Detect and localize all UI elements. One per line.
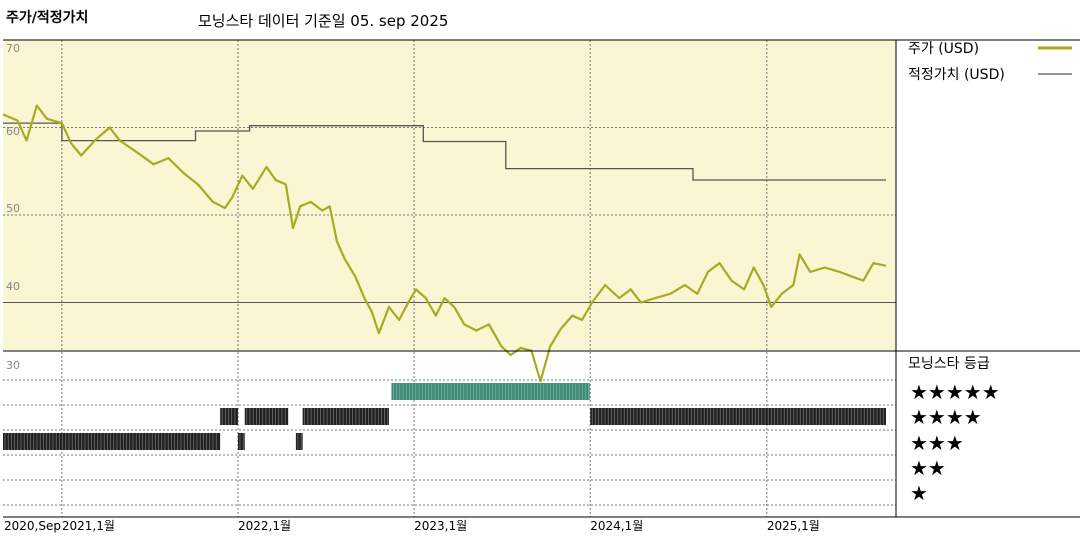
rating-bar <box>220 408 238 425</box>
price-line <box>2 104 887 383</box>
rating-bars <box>3 383 886 450</box>
legend-price-label: 주가 (USD) <box>908 41 979 57</box>
y-tick-label: 50 <box>6 202 20 215</box>
chart-title: 주가/적정가치 <box>6 9 88 26</box>
rating-segment <box>237 433 245 450</box>
x-tick-labels: 2020,Sep 2021,1월 2022,1월 2023,1월 2024,1월 2025… <box>4 519 820 533</box>
x-tick-label: 2020,Sep <box>4 519 61 533</box>
rating-segment <box>391 383 590 400</box>
rating-bar <box>590 408 886 425</box>
rating-segment <box>590 408 886 425</box>
rating-segment <box>220 408 238 425</box>
rating-grid <box>3 379 896 506</box>
price-plot-background <box>3 40 896 350</box>
rating-segment <box>244 408 289 425</box>
x-tick-label: 2024,1월 <box>590 519 643 533</box>
rating-bar <box>302 408 390 425</box>
chart-subtitle: 모닝스타 데이터 기준일 05. sep 2025 <box>198 12 448 30</box>
rating-bar <box>3 433 221 450</box>
rating-legend-title: 모닝스타 등급 <box>908 356 990 372</box>
rating-segment <box>302 408 390 425</box>
y-tick-label: 60 <box>6 125 20 138</box>
rating-bar <box>295 433 303 450</box>
rating-bar <box>237 433 245 450</box>
rating-bar <box>244 408 289 425</box>
rating-stars-3: ★★★ <box>910 431 964 455</box>
x-tick-label: 2023,1월 <box>414 519 467 533</box>
rating-stars-4: ★★★★ <box>910 405 982 429</box>
rating-bar <box>391 383 590 400</box>
y-tick-label: 40 <box>6 280 20 293</box>
x-tick-label: 2021,1월 <box>62 519 115 533</box>
y-tick-label: 30 <box>6 359 20 372</box>
rating-stars-5: ★★★★★ <box>910 380 1000 404</box>
y-tick-label: 70 <box>6 42 20 55</box>
y-tick-labels: 70 60 50 40 30 <box>6 42 20 372</box>
fair-value-line <box>3 122 886 181</box>
legend-fair-label: 적정가치 (USD) <box>908 67 1005 83</box>
x-tick-label: 2022,1월 <box>238 519 291 533</box>
rating-segment <box>295 433 303 450</box>
rating-segment <box>3 433 221 450</box>
rating-stars-1: ★ <box>910 481 928 505</box>
rating-stars-2: ★★ <box>910 456 946 480</box>
x-tick-label: 2025,1월 <box>767 519 820 533</box>
